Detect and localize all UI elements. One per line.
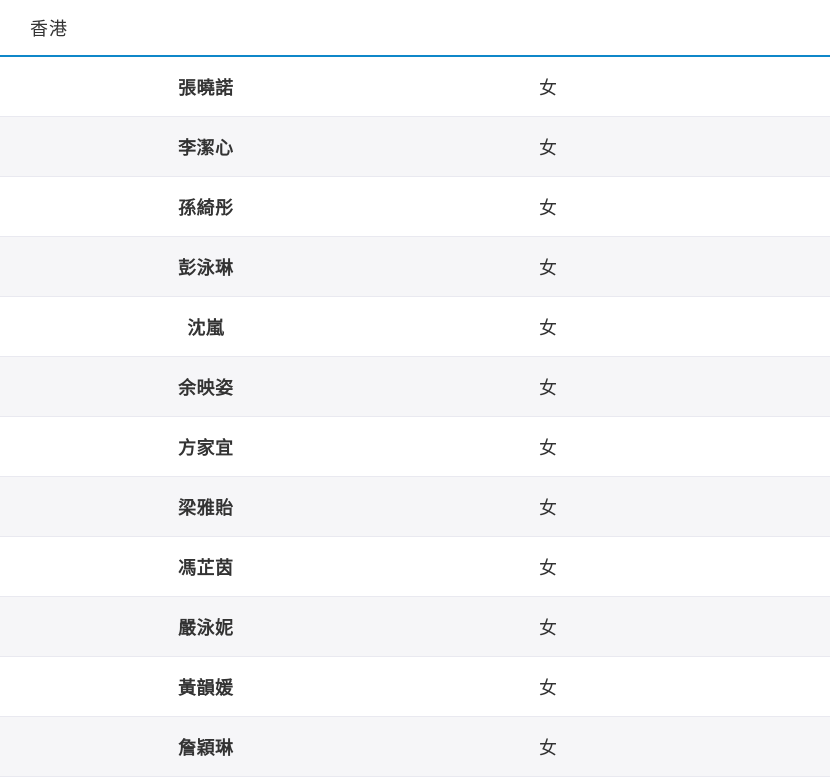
row-gender: 女 <box>539 377 557 398</box>
row-gender: 女 <box>539 77 557 98</box>
row-name: 余映姿 <box>178 377 234 398</box>
section-header: 香港 <box>0 0 830 57</box>
row-name: 馮芷茵 <box>178 557 234 578</box>
table-row: 彭泳琳 女 <box>0 237 830 297</box>
row-name: 李潔心 <box>178 137 234 158</box>
row-name: 沈嵐 <box>187 317 225 338</box>
row-gender: 女 <box>539 437 557 458</box>
row-name: 梁雅貽 <box>178 497 234 518</box>
row-gender: 女 <box>539 497 557 518</box>
row-name: 詹穎琳 <box>178 737 234 758</box>
table-row: 嚴泳妮 女 <box>0 597 830 657</box>
table-row: 方家宜 女 <box>0 417 830 477</box>
table-row: 黃韻媛 女 <box>0 657 830 717</box>
table-row: 沈嵐 女 <box>0 297 830 357</box>
row-gender: 女 <box>539 617 557 638</box>
row-gender: 女 <box>539 737 557 758</box>
section-title: 香港 <box>30 18 68 39</box>
row-gender: 女 <box>539 317 557 338</box>
table-row: 李潔心 女 <box>0 117 830 177</box>
row-name: 孫綺彤 <box>178 197 234 218</box>
row-gender: 女 <box>539 257 557 278</box>
row-gender: 女 <box>539 197 557 218</box>
table-row: 余映姿 女 <box>0 357 830 417</box>
row-name: 張曉諾 <box>178 77 234 98</box>
row-name: 彭泳琳 <box>178 257 234 278</box>
table-row: 馮芷茵 女 <box>0 537 830 597</box>
row-name: 方家宜 <box>178 437 234 458</box>
row-gender: 女 <box>539 677 557 698</box>
name-table: 張曉諾 女 李潔心 女 孫綺彤 女 彭泳琳 女 沈嵐 女 余映姿 女 方家宜 女… <box>0 57 830 777</box>
row-name: 嚴泳妮 <box>178 617 234 638</box>
row-name: 黃韻媛 <box>178 677 234 698</box>
table-row: 梁雅貽 女 <box>0 477 830 537</box>
table-row: 孫綺彤 女 <box>0 177 830 237</box>
table-row: 詹穎琳 女 <box>0 717 830 777</box>
table-row: 張曉諾 女 <box>0 57 830 117</box>
row-gender: 女 <box>539 557 557 578</box>
row-gender: 女 <box>539 137 557 158</box>
